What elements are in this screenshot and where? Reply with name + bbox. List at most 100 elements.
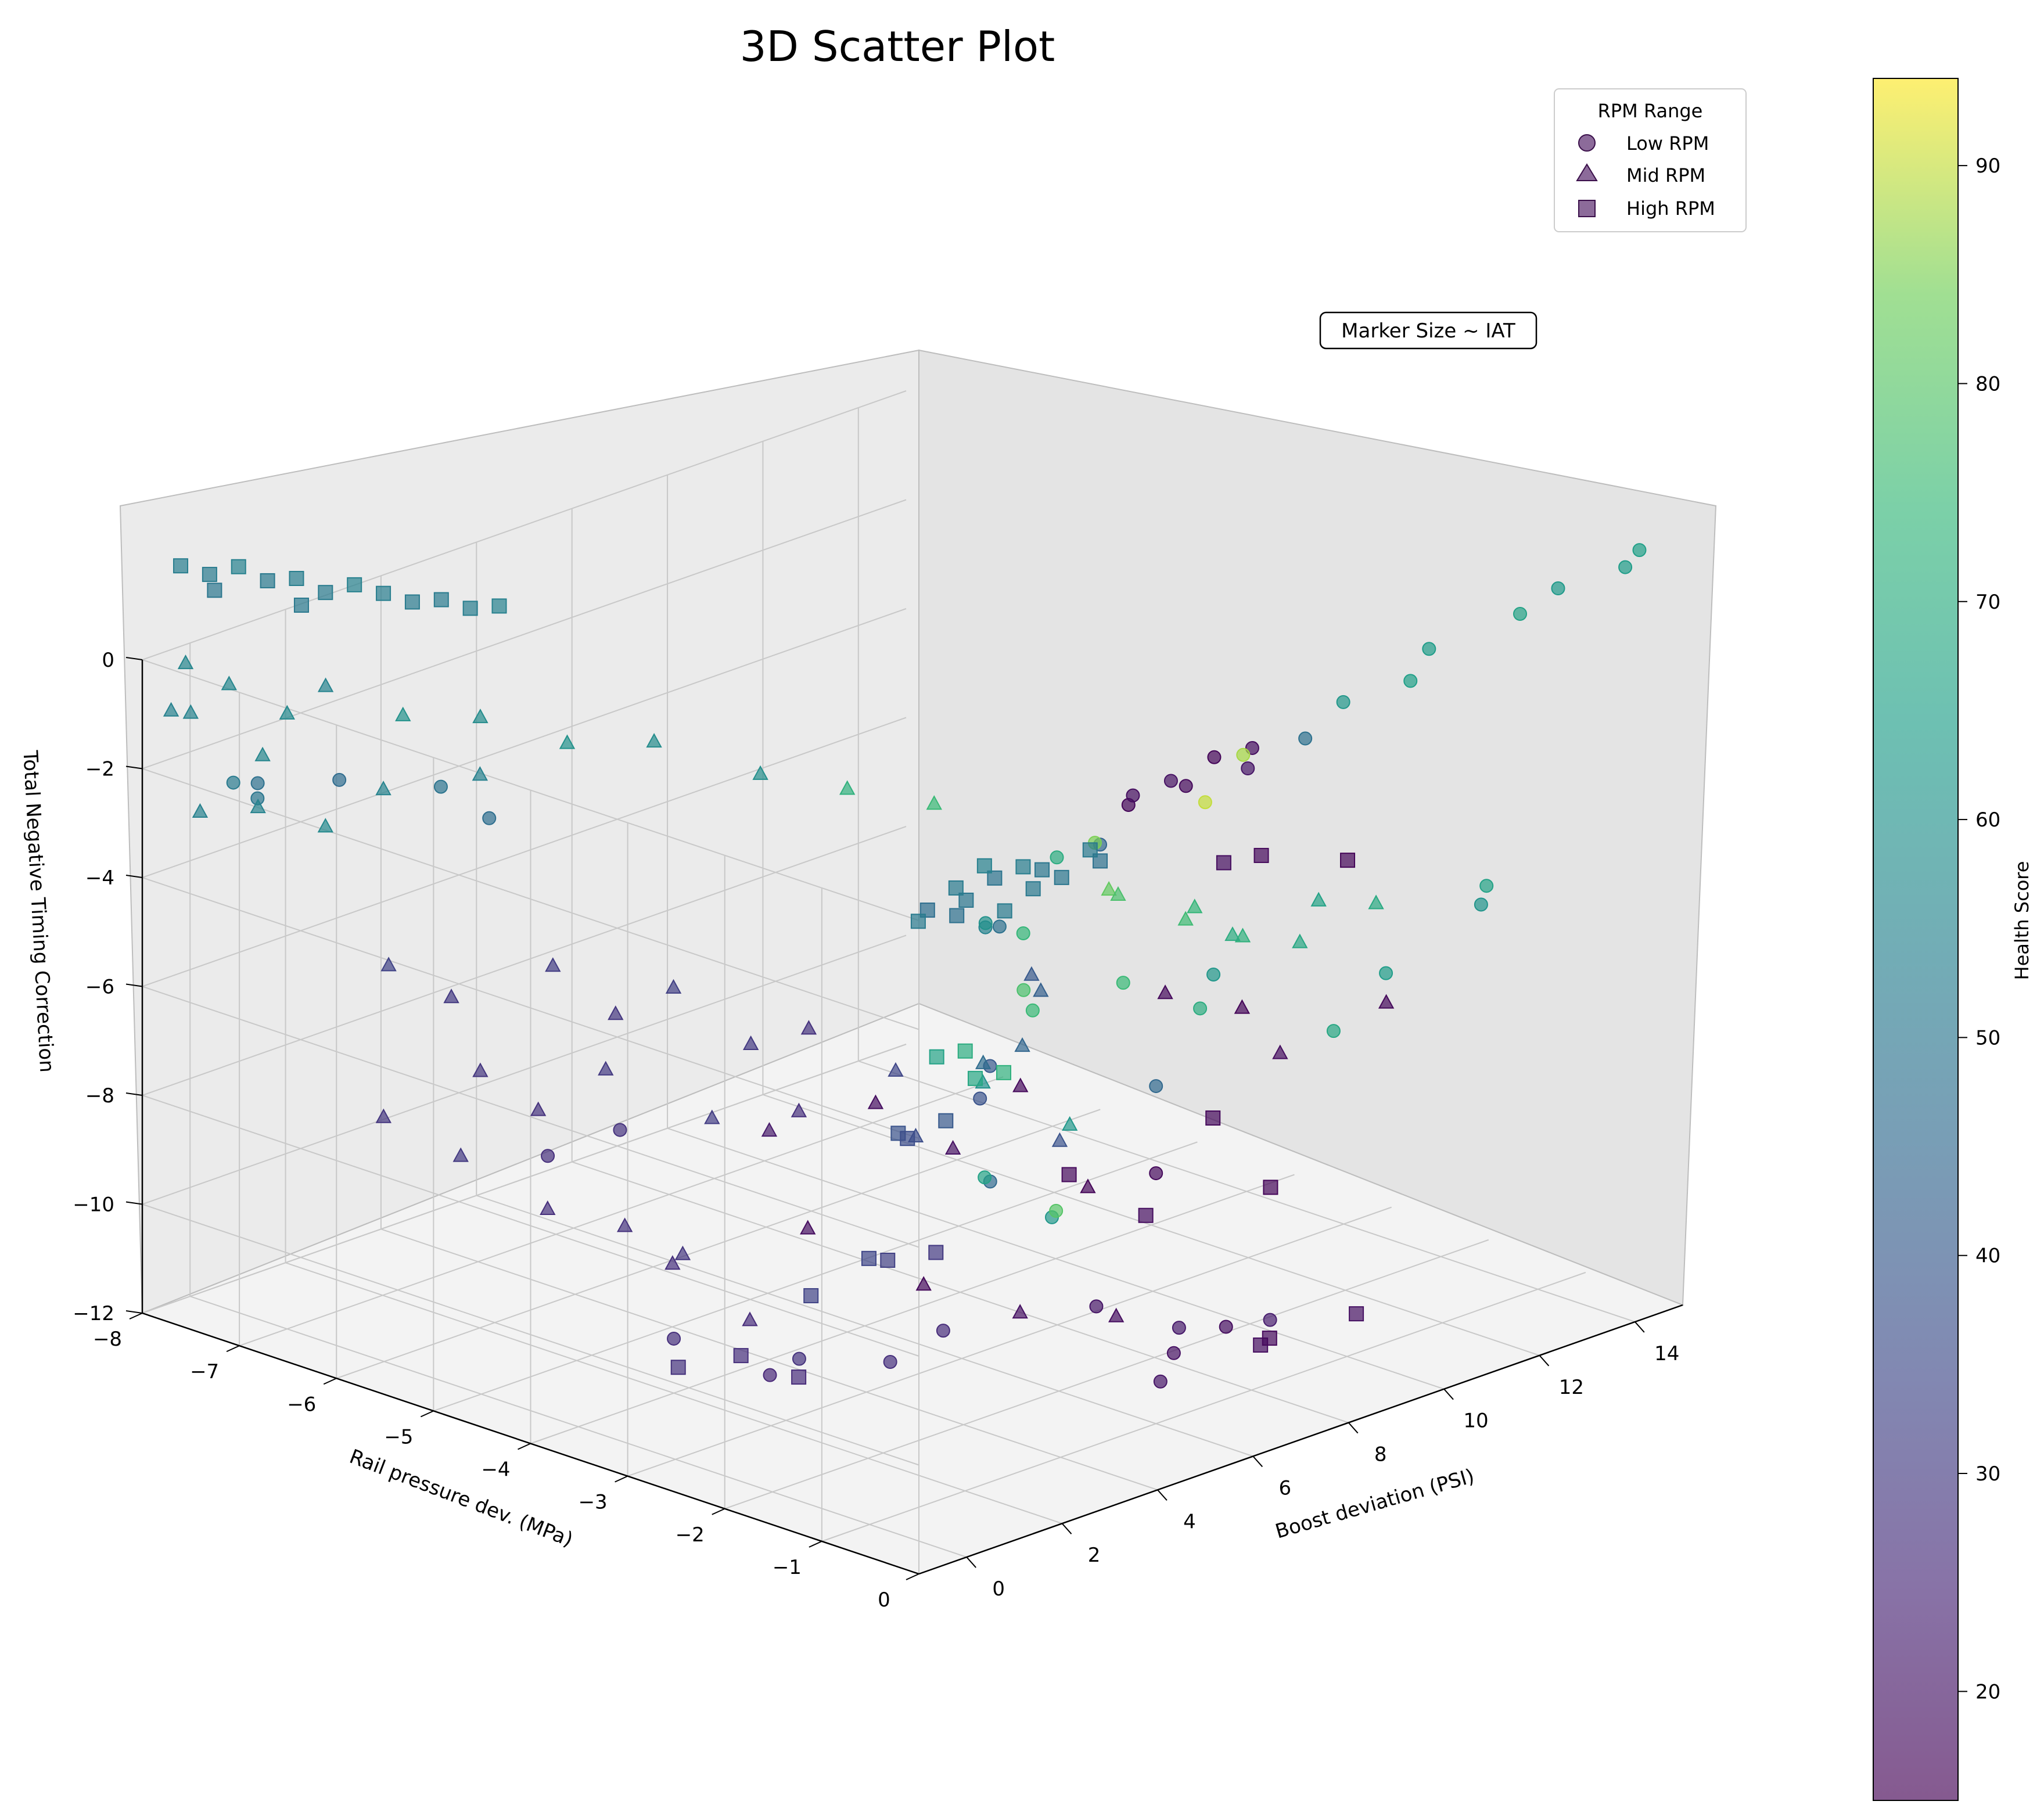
data-point-square xyxy=(1205,1110,1221,1126)
data-point-triangle xyxy=(545,957,561,972)
data-point-square xyxy=(861,1250,876,1266)
data-point-circle xyxy=(1116,976,1130,990)
z-tick-label: −4 xyxy=(85,867,114,890)
data-point-circle xyxy=(1479,879,1494,893)
data-point-circle xyxy=(1422,642,1436,656)
x-axis-label: Boost deviation (PSI) xyxy=(1273,1464,1477,1543)
data-point-circle xyxy=(1236,747,1251,762)
grid-line-z xyxy=(142,390,907,660)
data-point-triangle xyxy=(1012,1304,1028,1319)
data-point-square xyxy=(347,577,362,592)
grid-line-y xyxy=(724,1239,1489,1509)
grid-line-z xyxy=(142,1044,907,1314)
data-point-triangle xyxy=(317,818,334,833)
data-point-triangle xyxy=(1224,926,1241,941)
data-point-square xyxy=(207,583,222,598)
z-tick-label: −10 xyxy=(73,1194,114,1217)
data-point-circle xyxy=(1379,966,1393,980)
scatter-points xyxy=(163,543,1647,1389)
data-point-square xyxy=(733,1348,749,1364)
data-point-circle xyxy=(482,811,497,825)
x-tick-label: 8 xyxy=(1374,1443,1387,1466)
z-axis-label: Total Negative Timing Correction xyxy=(18,749,58,1073)
data-point-circle xyxy=(1618,560,1633,574)
x-tick-mark xyxy=(1252,1455,1263,1468)
data-point-triangle xyxy=(1012,1077,1029,1092)
data-point-square xyxy=(976,858,992,873)
data-point-circle xyxy=(978,1170,992,1185)
data-point-square xyxy=(1082,842,1098,858)
data-point-circle xyxy=(1551,581,1565,596)
data-point-circle xyxy=(1050,850,1064,865)
data-point-triangle xyxy=(1292,933,1308,948)
data-point-square xyxy=(791,1369,807,1385)
data-point-triangle xyxy=(1310,891,1327,907)
data-point-triangle xyxy=(646,733,662,748)
data-point-triangle xyxy=(540,1200,556,1215)
data-point-circle xyxy=(1326,1024,1341,1038)
y-tick-label: −1 xyxy=(773,1556,802,1579)
y-tick-mark xyxy=(615,1475,628,1483)
data-point-triangle xyxy=(1110,886,1126,901)
annotation-box xyxy=(1319,311,1538,350)
data-point-circle xyxy=(992,919,1007,934)
x-tick-mark xyxy=(1539,1355,1550,1367)
legend: RPM Range Low RPM Mid RPM High RPM xyxy=(1554,88,1747,232)
data-point-circle xyxy=(973,1091,987,1106)
data-point-circle xyxy=(1474,897,1488,912)
data-point-triangle xyxy=(598,1061,614,1076)
data-point-triangle xyxy=(395,706,411,721)
data-point-triangle xyxy=(1187,898,1203,914)
grid-line-y xyxy=(336,1109,1101,1379)
grid-line-z xyxy=(142,986,919,1248)
data-point-triangle xyxy=(530,1101,547,1116)
data-point-circle xyxy=(883,1354,897,1369)
data-point-square xyxy=(910,914,926,929)
data-point-circle xyxy=(1166,1346,1181,1360)
data-point-triangle xyxy=(317,677,334,692)
data-point-circle xyxy=(1126,788,1140,803)
data-point-circle xyxy=(936,1324,950,1338)
data-point-square xyxy=(929,1049,944,1065)
legend-label-high: High RPM xyxy=(1626,197,1715,220)
data-point-triangle xyxy=(1368,894,1384,910)
legend-marker-square xyxy=(1578,200,1596,217)
x-tick-label: 0 xyxy=(992,1577,1005,1601)
data-point-square xyxy=(1034,862,1050,878)
data-point-square xyxy=(1054,869,1069,885)
y-tick-mark xyxy=(226,1345,240,1353)
grid-line-y xyxy=(433,1141,1198,1412)
data-point-square xyxy=(433,592,449,607)
data-point-square xyxy=(880,1252,896,1268)
legend-marker-triangle xyxy=(1576,163,1598,181)
data-point-triangle xyxy=(867,1094,884,1109)
data-point-triangle xyxy=(1108,1307,1125,1322)
data-point-triangle xyxy=(800,1020,817,1035)
data-point-circle xyxy=(613,1123,627,1137)
data-point-triangle xyxy=(839,780,856,795)
grid-line-z xyxy=(142,768,919,1030)
z-tick-label: 0 xyxy=(102,649,114,672)
colorbar-tick-label: 80 xyxy=(1975,372,2000,396)
data-point-square xyxy=(173,558,189,574)
x-tick-label: 14 xyxy=(1654,1342,1679,1365)
data-point-triangle xyxy=(674,1245,691,1260)
data-point-triangle xyxy=(664,1255,681,1270)
y-tick-label: −8 xyxy=(93,1328,122,1351)
x-tick-mark xyxy=(1635,1321,1645,1333)
data-point-circle xyxy=(1016,983,1031,997)
data-point-triangle xyxy=(472,1062,488,1077)
z-tick-label: −2 xyxy=(85,758,114,781)
data-point-circle xyxy=(1403,674,1418,688)
data-point-triangle xyxy=(1080,1178,1096,1194)
colorbar-tick-label: 40 xyxy=(1975,1245,2000,1268)
legend-box xyxy=(1554,88,1747,232)
data-point-square xyxy=(996,1065,1012,1080)
z-tick-mark xyxy=(125,875,143,878)
data-point-circle xyxy=(1632,543,1647,558)
data-point-square xyxy=(958,892,974,908)
data-point-square xyxy=(289,571,304,586)
colorbar-ticks: 20 30 40 50 60 70 80 90 xyxy=(1958,154,2000,1703)
data-point-triangle xyxy=(375,781,391,796)
